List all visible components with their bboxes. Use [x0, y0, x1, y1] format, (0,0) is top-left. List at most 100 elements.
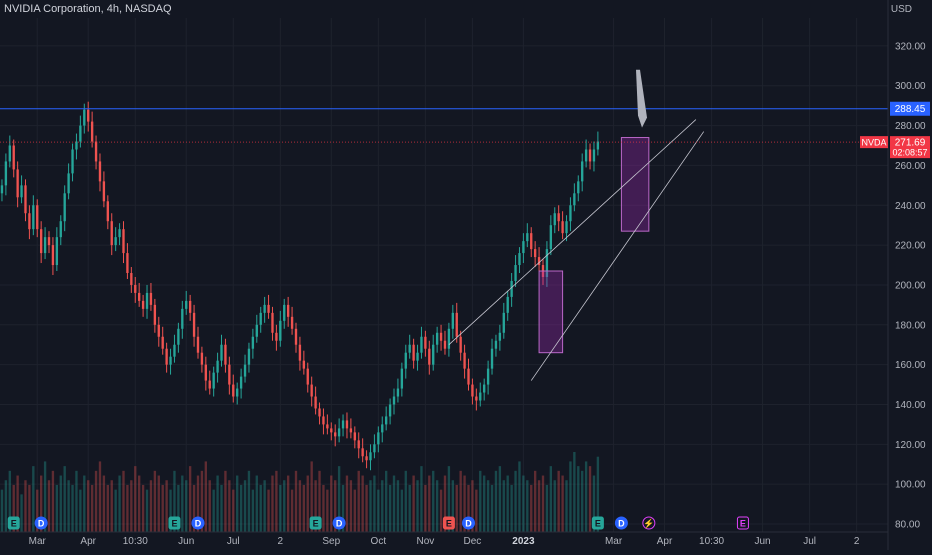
event-marker-earnings-red[interactable]: E [442, 516, 455, 530]
volume-bar [577, 466, 580, 532]
candle-body [322, 416, 325, 425]
candle-body [518, 253, 521, 266]
x-tick-label: Dec [464, 536, 482, 547]
volume-bar [545, 484, 549, 532]
event-marker-earnings[interactable]: E [168, 516, 181, 530]
x-tick-label: Jul [803, 536, 816, 547]
volume-bar [337, 466, 341, 532]
candle-body [134, 284, 137, 293]
event-marker-dividend[interactable]: D [332, 516, 346, 530]
candle-body [361, 448, 364, 457]
volume-bar [541, 475, 545, 532]
volume-bar [157, 475, 160, 532]
candle-body [20, 185, 23, 198]
volume-bar [16, 475, 19, 532]
candle-body [334, 432, 337, 437]
volume-bar [435, 480, 439, 532]
candle-body [290, 316, 294, 329]
volume-bar [341, 484, 345, 532]
volume-bar [102, 475, 106, 532]
volume-bar [439, 489, 443, 532]
candle-body [588, 149, 592, 162]
volume-bar [502, 480, 505, 532]
candle-body [443, 340, 447, 349]
x-tick-label: Jul [227, 536, 240, 547]
volume-bar [471, 480, 474, 532]
event-marker-earnings[interactable]: E [591, 516, 604, 530]
symbol-tag-bg [860, 136, 888, 149]
candle-body [12, 145, 15, 170]
volume-bar [259, 484, 262, 532]
y-tick-label: 280.00 [895, 121, 926, 132]
candle-body [232, 384, 235, 397]
volume-bar [412, 475, 415, 532]
y-tick-label: 80.00 [895, 520, 920, 531]
event-marker-splits[interactable]: ⚡ [642, 516, 656, 530]
candle-body [149, 292, 153, 305]
volume-bar [169, 489, 172, 532]
event-marker-dividend[interactable]: D [191, 516, 205, 530]
event-marker-earnings-future[interactable]: E [736, 516, 749, 530]
last-price-label-bg [890, 136, 930, 159]
volume-bar [67, 480, 70, 532]
volume-bars [0, 452, 600, 532]
candle-body [377, 432, 380, 445]
candle-body [224, 344, 227, 365]
candle-body [349, 428, 353, 433]
event-marker-dividend[interactable]: D [462, 516, 476, 530]
volume-bar [165, 480, 168, 532]
symbol-title: NVIDIA Corporation, 4h, NASDAQ [4, 3, 172, 15]
candle-body [165, 348, 168, 365]
event-marker-dividend[interactable]: D [34, 516, 48, 530]
volume-bar [490, 484, 494, 532]
candle-body [145, 292, 149, 309]
candle-body [392, 396, 396, 405]
volume-bar [494, 470, 498, 532]
event-label: E [446, 519, 452, 529]
candle-body [326, 424, 329, 429]
candle-body [447, 328, 451, 349]
candle-body [463, 352, 466, 369]
volume-bar [141, 484, 145, 532]
channel-line [530, 131, 705, 381]
volume-bar [322, 484, 325, 532]
event-marker-dividend[interactable]: D [614, 516, 628, 530]
event-marker-earnings[interactable]: E [7, 516, 20, 530]
x-tick-label: 10:30 [699, 536, 724, 547]
candle-body [475, 396, 478, 401]
symbol-tag: NVDA [861, 138, 886, 148]
candle-body [138, 292, 141, 301]
event-label: D [618, 519, 625, 529]
volume-bar [318, 470, 321, 532]
candle-body [271, 312, 274, 333]
volume-bar [239, 484, 243, 532]
volume-bar [334, 480, 337, 532]
volume-bar [475, 489, 478, 532]
volume-bar [428, 475, 431, 532]
event-marker-earnings[interactable]: E [309, 516, 322, 530]
candle-body [267, 304, 270, 313]
x-tick-label: 2 [854, 536, 860, 547]
candle-body [279, 320, 282, 341]
candle-body [255, 324, 258, 337]
candle-body [369, 452, 372, 461]
volume-bar [90, 484, 94, 532]
volume-bar [369, 480, 372, 532]
event-markers[interactable]: E D E D E D E D E D ⚡ E [7, 516, 749, 530]
candle-body [502, 312, 505, 333]
volume-bar [153, 470, 157, 532]
volume-bar [400, 489, 404, 532]
candle-body [126, 253, 129, 274]
y-tick-label: 200.00 [895, 280, 926, 291]
volume-bar [584, 461, 588, 532]
candle-body [353, 432, 356, 441]
candle-body [467, 368, 470, 385]
volume-bar [290, 489, 294, 532]
volume-bar [294, 470, 298, 532]
candle-body [330, 428, 333, 433]
candle-body [51, 245, 55, 266]
volume-bar [188, 466, 192, 532]
volume-bar [204, 461, 208, 532]
